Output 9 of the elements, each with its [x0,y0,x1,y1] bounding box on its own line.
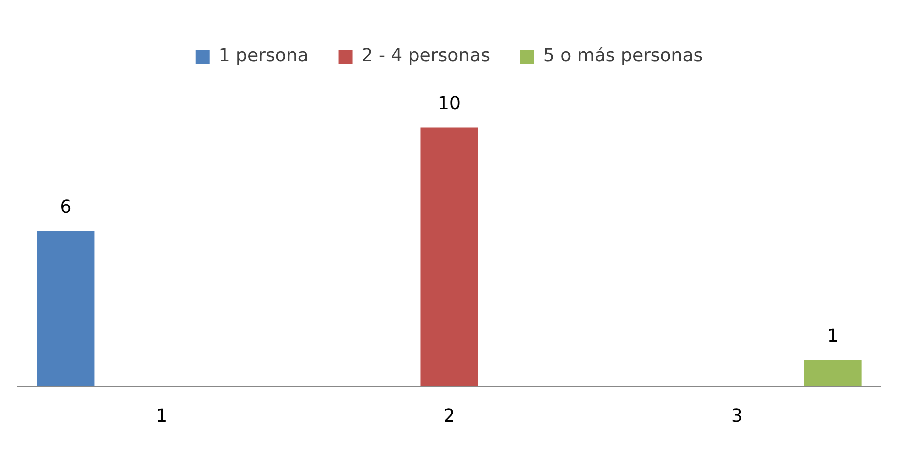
x-tick-label: 2 [444,406,456,427]
data-label: 6 [60,196,72,218]
data-label: 10 [438,93,461,114]
x-tick-label: 1 [156,406,168,427]
legend-label: 2 - 4 personas [362,46,490,67]
data-label: 1 [827,326,839,348]
legend-label: 1 persona [218,46,309,67]
legend-label: 5 o más personas [543,46,704,67]
x-tick-label: 3 [731,406,743,427]
